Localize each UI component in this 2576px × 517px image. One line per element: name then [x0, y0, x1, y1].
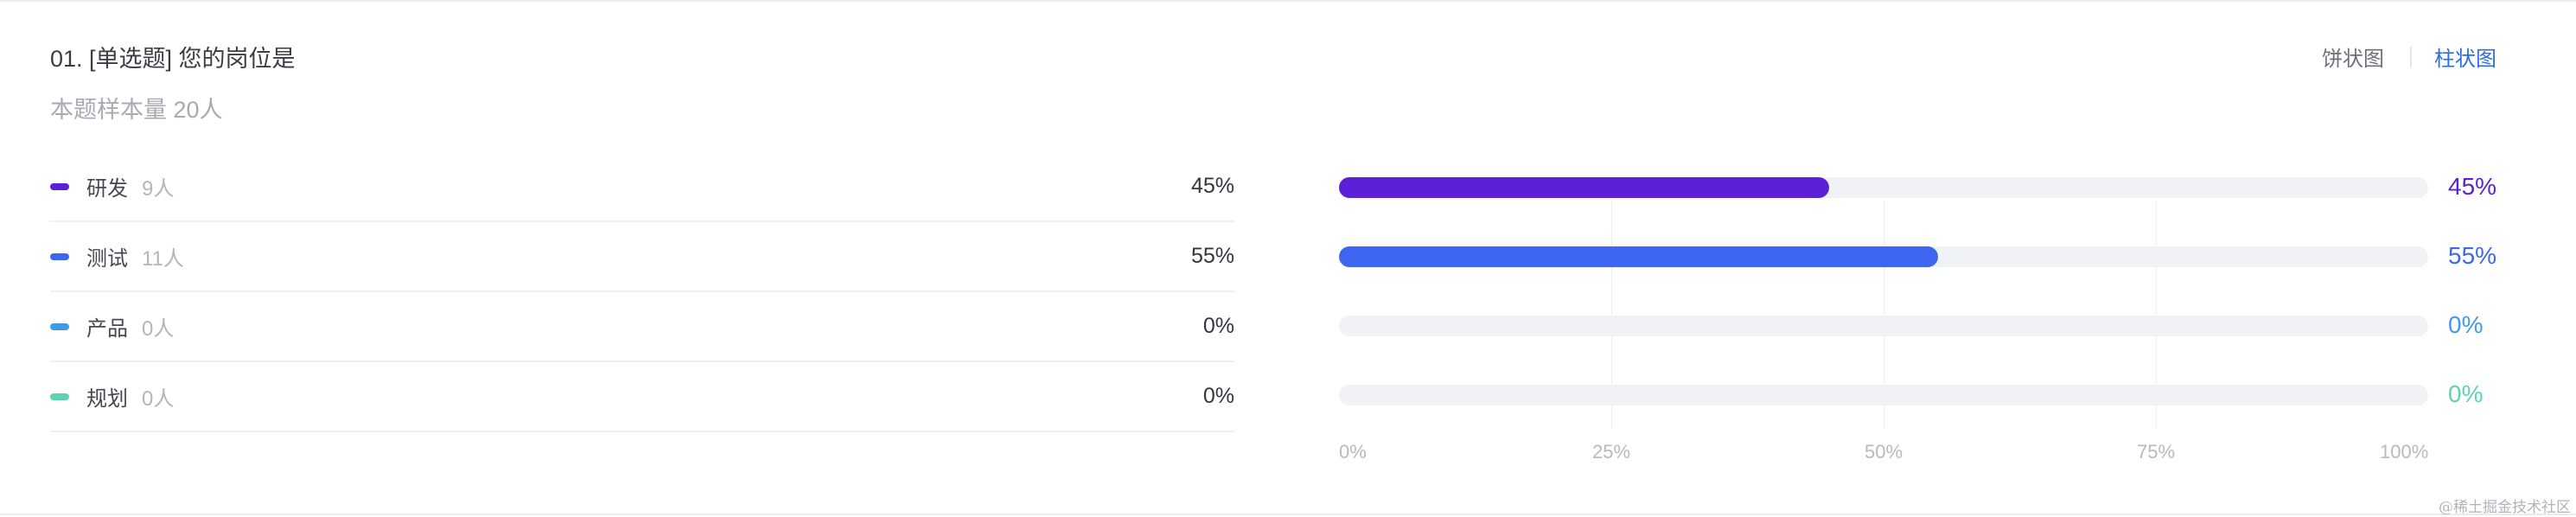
grid-line	[1611, 201, 1612, 429]
bar-track	[1339, 385, 2428, 405]
option-percent: 45%	[1190, 174, 1234, 198]
watermark: @稀土掘金技术社区	[2439, 499, 2571, 516]
chart-view-toggle: 饼状图 柱状图	[2322, 41, 2496, 72]
option-color-dot	[50, 182, 69, 190]
x-tick-label: 100%	[2380, 441, 2429, 463]
option-percent: 0%	[1202, 384, 1234, 408]
x-tick-label: 25%	[1592, 441, 1631, 463]
option-count: 0人	[142, 317, 175, 341]
option-label: 研发	[86, 177, 128, 201]
question-title: 01. [单选题] 您的岗位是	[50, 46, 296, 72]
bar-value-label: 45%	[2448, 173, 2497, 200]
option-row: 规划 0人 0%	[50, 362, 1234, 432]
toggle-divider	[2410, 46, 2412, 67]
pie-chart-tab[interactable]: 饼状图	[2322, 48, 2384, 71]
x-tick-label: 50%	[1865, 441, 1903, 463]
option-color-dot	[50, 252, 69, 260]
option-color-dot	[50, 393, 69, 400]
x-tick-label: 0%	[1339, 441, 1367, 463]
option-color-dot	[50, 322, 69, 330]
bar-value-label: 0%	[2448, 380, 2484, 407]
bar-value-label: 55%	[2448, 242, 2497, 269]
option-label: 规划	[86, 387, 128, 411]
option-percent: 55%	[1190, 244, 1234, 268]
bar-chart-tab[interactable]: 柱状图	[2434, 48, 2496, 71]
option-count: 11人	[142, 247, 184, 271]
bar-track	[1339, 177, 2428, 198]
option-row: 测试 11人 55%	[50, 222, 1234, 292]
sample-size: 本题样本量 20人	[50, 97, 223, 123]
option-label: 产品	[86, 317, 128, 341]
x-tick-label: 75%	[2137, 441, 2176, 463]
option-count: 0人	[142, 387, 175, 411]
bar-value-label: 0%	[2448, 311, 2484, 338]
bar-track	[1339, 246, 2428, 267]
option-percent: 0%	[1202, 314, 1234, 338]
bar	[1339, 177, 1829, 198]
option-row: 产品 0人 0%	[50, 292, 1234, 362]
option-count: 9人	[142, 177, 175, 201]
grid-line	[2156, 201, 2157, 429]
option-label: 测试	[86, 247, 128, 271]
bar	[1339, 246, 1938, 267]
option-list: 研发 9人 45% 测试 11人 55% 产品 0人 0% 规划 0人 0%	[50, 152, 1234, 432]
bar-chart: 45% 55% 0% 0% 0% 25% 50% 75% 100%	[1339, 152, 2496, 472]
option-row: 研发 9人 45%	[50, 152, 1234, 222]
bar-track	[1339, 316, 2428, 336]
